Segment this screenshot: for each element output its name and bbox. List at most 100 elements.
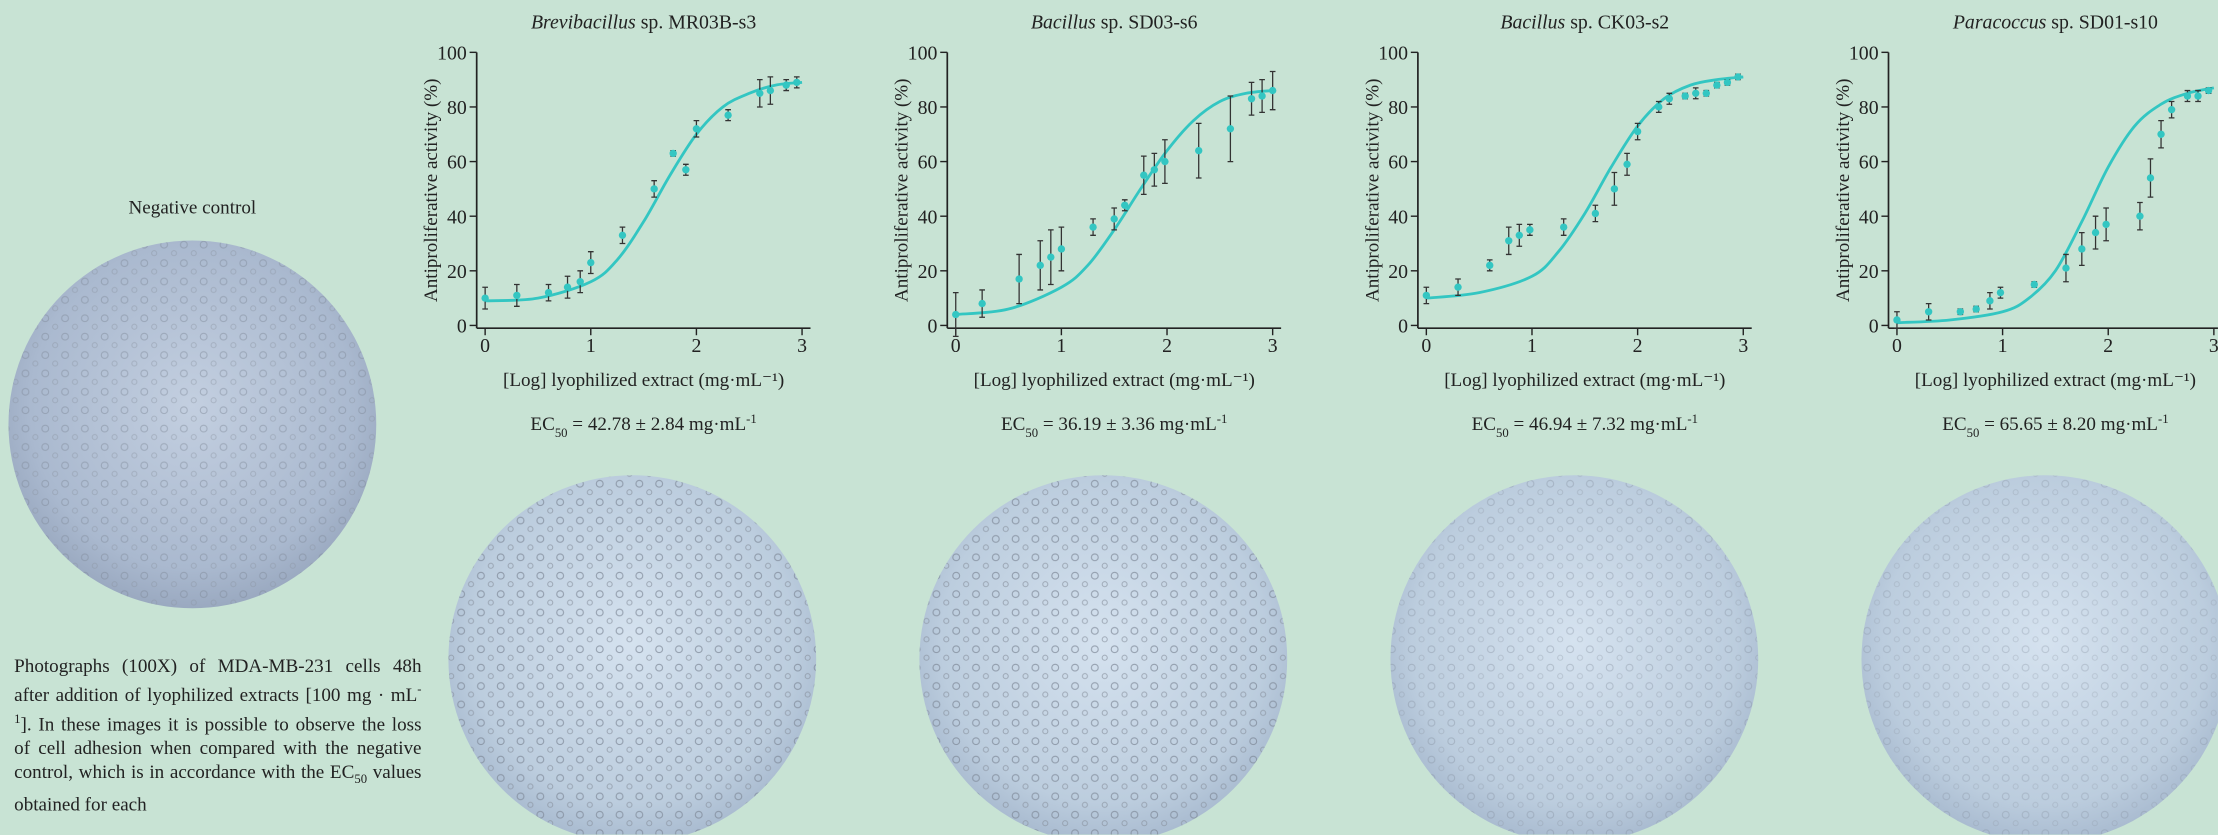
data-point	[1247, 95, 1256, 103]
chart-title: Paracoccus sp. SD01-s10	[1952, 11, 2158, 33]
data-point	[682, 166, 690, 174]
data-point	[1610, 185, 1619, 193]
data-point	[724, 111, 732, 119]
x-tick-label: 3	[797, 335, 807, 357]
data-point	[2194, 92, 2202, 100]
x-tick-label: 0	[480, 335, 490, 357]
ec50-label: EC50 = 42.78 ± 2.84 mg·mL-1	[530, 412, 756, 440]
x-tick-label: 1	[1527, 335, 1537, 357]
data-point	[952, 310, 960, 319]
ec50-sup: -1	[746, 412, 757, 426]
data-point	[1015, 275, 1023, 283]
x-tick-label: 2	[2103, 335, 2113, 357]
ec50-sub: 50	[1025, 426, 1038, 440]
data-point	[544, 288, 553, 297]
data-point	[1972, 305, 1980, 313]
data-point	[576, 278, 584, 286]
negative-control-label: Negative control	[129, 198, 257, 219]
chart: Brevibacillus sp. MR03B-s3 0 20 40 60 80 100 0 1…	[421, 11, 811, 440]
x-tick-label: 2	[1633, 335, 1643, 357]
y-tick-label: 20	[918, 261, 938, 283]
chart-title-rest: sp. SD03-s6	[1096, 11, 1198, 33]
data-point	[1089, 223, 1097, 231]
ec50-text: = 46.94 ± 7.32 mg·mL	[1509, 414, 1688, 435]
micrograph-texture	[919, 475, 1288, 835]
data-point	[1195, 146, 1203, 155]
ec50-prefix: EC	[1001, 414, 1025, 435]
data-point	[793, 78, 801, 87]
data-point	[1526, 226, 1534, 234]
caption-sub: 50	[354, 771, 368, 787]
data-point	[1665, 95, 1673, 103]
ec50-sup: -1	[1217, 412, 1228, 426]
y-tick-label: 80	[1388, 97, 1408, 119]
y-tick-label: 100	[1378, 42, 1408, 64]
data-point	[650, 185, 658, 193]
data-point	[513, 291, 521, 300]
data-point	[1258, 92, 1266, 100]
caption-text: values obtained for each	[14, 761, 422, 815]
y-tick-label: 0	[1398, 316, 1408, 338]
chart-title-genus: Brevibacillus	[531, 11, 636, 33]
chart: Bacillus sp. CK03-s2 0 20 40 60 80 100 0 1 2 3 Anti…	[1362, 11, 1752, 440]
ec50-sub: 50	[1496, 426, 1509, 440]
data-point	[1226, 125, 1235, 133]
chart-title-rest: sp. SD01-s10	[2046, 11, 2158, 33]
data-point	[978, 299, 986, 308]
x-tick-label: 3	[1738, 335, 1748, 357]
data-point	[1623, 160, 1631, 168]
data-point	[2062, 264, 2070, 272]
ec50-sub: 50	[1967, 426, 1980, 440]
micrograph-texture	[448, 475, 817, 835]
x-tick-label: 0	[1892, 335, 1902, 357]
data-point	[1986, 297, 1994, 305]
y-tick-label: 60	[918, 152, 938, 174]
y-tick-label: 100	[908, 42, 938, 64]
chart-title-genus: Bacillus	[1500, 11, 1565, 33]
data-point	[1560, 223, 1568, 231]
y-tick-label: 40	[447, 206, 467, 228]
data-point	[1140, 171, 1148, 179]
caption-text: Photographs (100X) of MDA-MB-231 cells 4…	[14, 654, 422, 706]
ec50-prefix: EC	[1942, 414, 1966, 435]
x-axis-label: [Log] lyophilized extract (mg·mL⁻¹)	[1915, 370, 2196, 391]
data-point	[481, 294, 489, 302]
chart-title-genus: Paracoccus	[1952, 11, 2047, 33]
data-point	[2183, 92, 2192, 100]
x-tick-label: 3	[2209, 335, 2218, 357]
y-tick-label: 20	[447, 261, 467, 283]
data-point	[1268, 86, 1277, 95]
data-point	[1734, 73, 1742, 81]
y-tick-label: 60	[447, 152, 467, 174]
x-tick-label: 0	[951, 335, 961, 357]
data-point	[1956, 308, 1965, 316]
y-tick-label: 0	[927, 316, 937, 338]
data-point	[2167, 106, 2176, 114]
ec50-sup: -1	[2158, 412, 2169, 426]
y-tick-label: 60	[1859, 152, 1879, 174]
y-axis-label: Antiproliferative activity (%)	[1362, 78, 1383, 302]
data-point	[1924, 308, 1933, 316]
data-point	[766, 86, 775, 95]
ec50-label: EC50 = 65.65 ± 8.20 mg·mL-1	[1942, 412, 2168, 440]
y-tick-label: 100	[1849, 42, 1879, 64]
data-point	[1633, 127, 1642, 136]
data-point	[587, 258, 595, 267]
y-tick-label: 40	[1388, 206, 1408, 228]
data-point	[2091, 228, 2100, 237]
fit-curve	[485, 80, 803, 303]
chart: Bacillus sp. SD03-s6 0 20 40 60 80 100 0 1 2 3 Anti…	[892, 11, 1282, 440]
caption: Photographs (100X) of MDA-MB-231 cells 4…	[14, 653, 421, 815]
data-point	[563, 283, 572, 291]
ec50-label: EC50 = 46.94 ± 7.32 mg·mL-1	[1472, 412, 1698, 440]
fit-curve	[1896, 86, 2215, 325]
ec50-text: = 65.65 ± 8.20 mg·mL	[1979, 414, 2158, 435]
y-tick-label: 0	[1869, 316, 1879, 338]
x-axis-label: [Log] lyophilized extract (mg·mL⁻¹)	[503, 370, 784, 391]
data-point	[2146, 174, 2155, 182]
ec50-text: = 36.19 ± 3.36 mg·mL	[1038, 414, 1217, 435]
ec50-prefix: EC	[1472, 414, 1496, 435]
